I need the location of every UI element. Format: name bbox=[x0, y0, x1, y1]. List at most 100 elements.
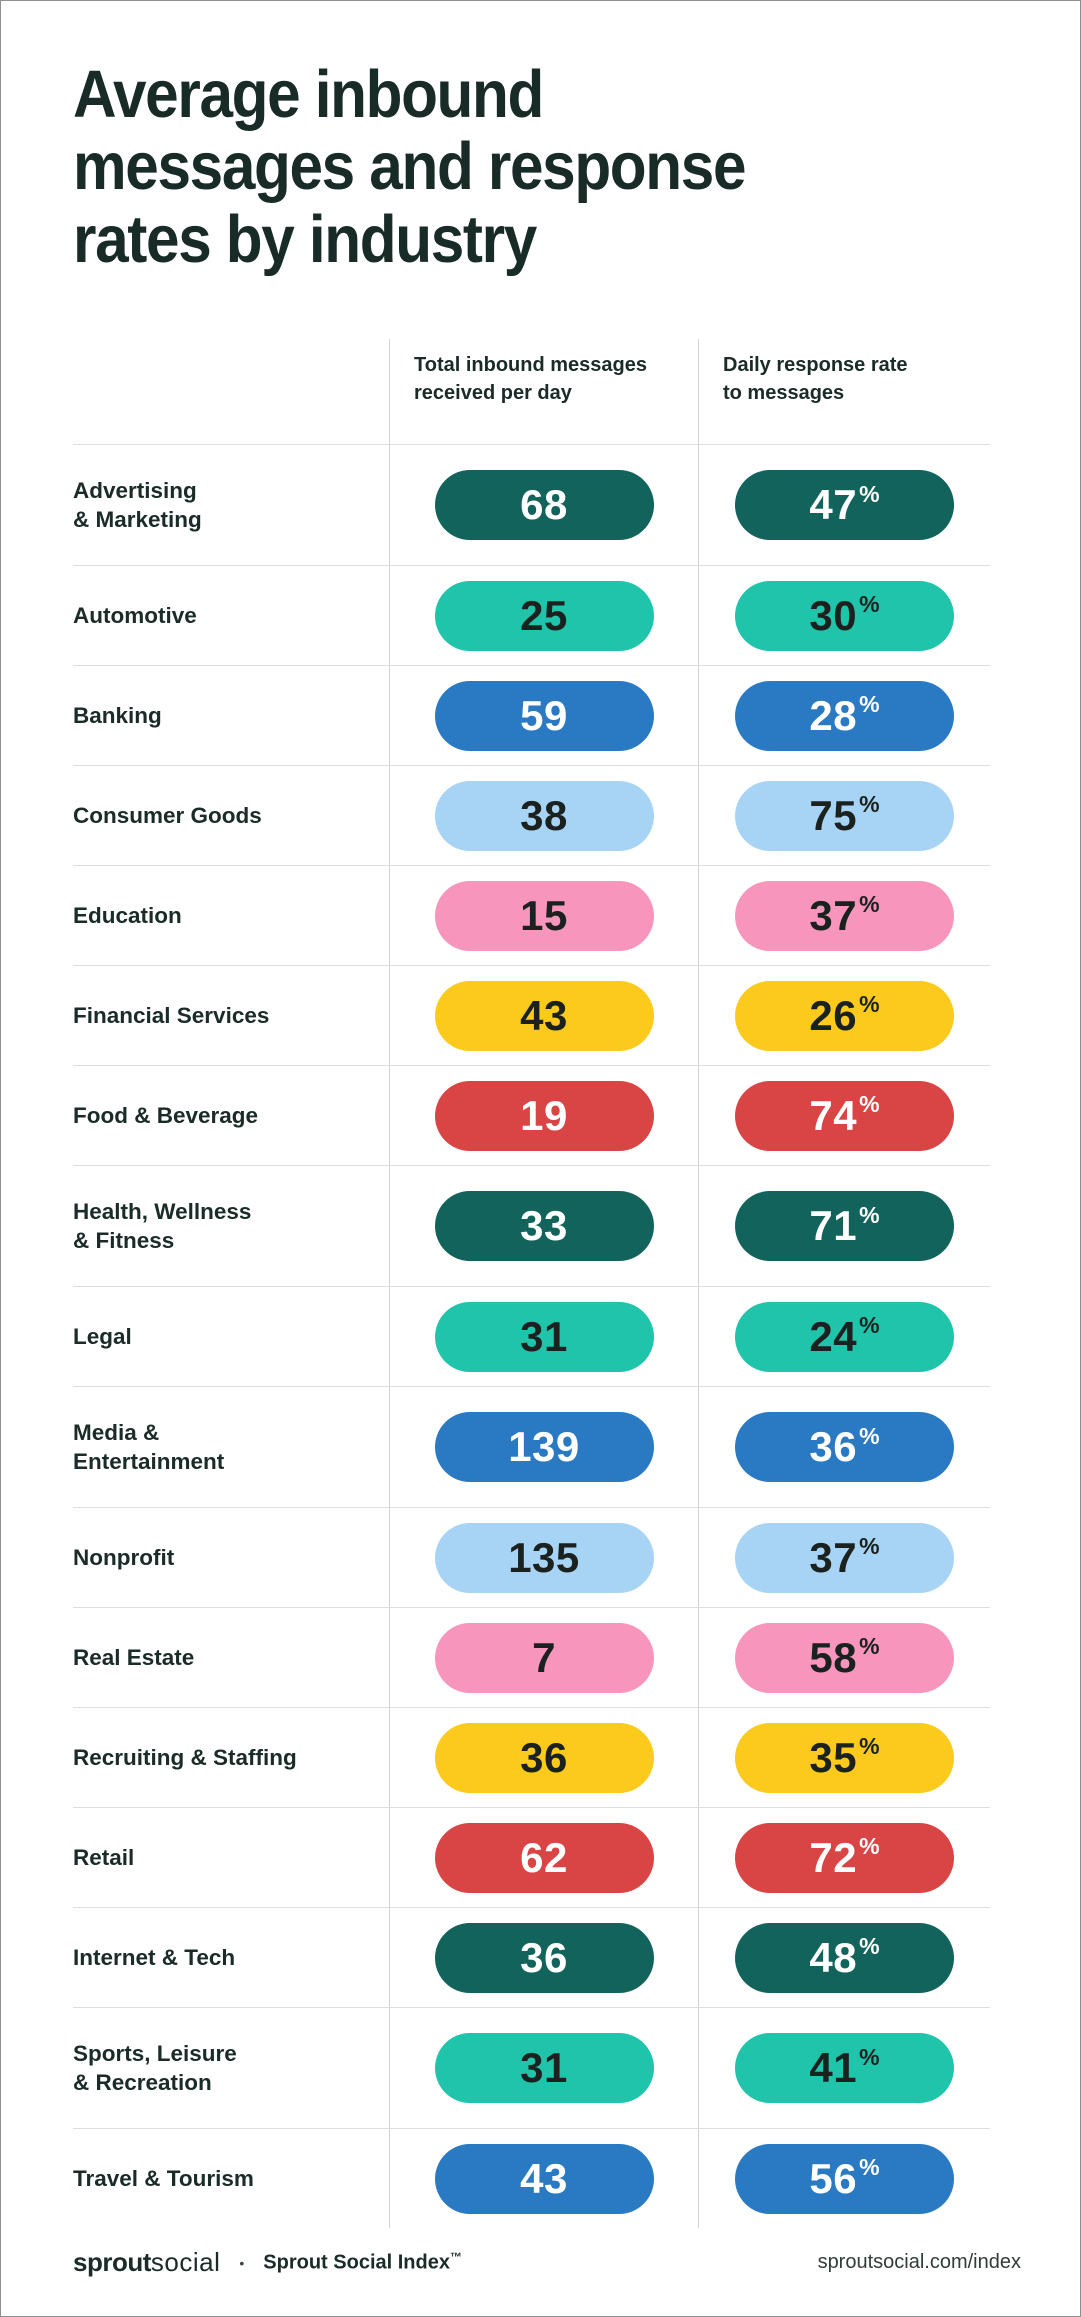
logo-text-sprout: sprout bbox=[73, 2247, 151, 2277]
inbound-cell: 43 bbox=[389, 966, 698, 1065]
response-rate-pill: 36% bbox=[735, 1412, 954, 1482]
percent-sign: % bbox=[859, 1312, 880, 1338]
response-rate-pill: 37% bbox=[735, 880, 954, 951]
response-rate-cell: 41% bbox=[698, 2008, 990, 2128]
table-row: Real Estate 7 58% bbox=[73, 1607, 990, 1707]
percent-sign: % bbox=[859, 591, 880, 617]
inbound-pill: 135 bbox=[434, 1522, 654, 1593]
response-rate-cell: 74% bbox=[698, 1066, 990, 1165]
response-rate-pill: 30% bbox=[735, 580, 954, 651]
response-rate-pill: 47% bbox=[735, 470, 954, 540]
industry-label: Health, Wellness & Fitness bbox=[73, 1198, 252, 1253]
percent-sign: % bbox=[859, 791, 880, 817]
inbound-pill: 59 bbox=[434, 680, 654, 751]
inbound-cell: 38 bbox=[389, 766, 698, 865]
response-rate-pill: 28% bbox=[735, 680, 954, 751]
response-rate-cell: 58% bbox=[698, 1608, 990, 1707]
response-rate-cell: 37% bbox=[698, 1508, 990, 1607]
table-row: Retail 62 72% bbox=[73, 1807, 990, 1907]
response-rate-value: 36 bbox=[809, 1423, 858, 1470]
inbound-pill: 68 bbox=[434, 470, 654, 540]
inbound-value: 36 bbox=[520, 1733, 568, 1781]
sproutsocial-logo: sproutsocial bbox=[73, 2247, 220, 2278]
industry-label: Internet & Tech bbox=[73, 1944, 236, 1970]
inbound-value: 38 bbox=[520, 791, 568, 839]
response-rate-pill: 24% bbox=[735, 1301, 954, 1372]
response-rate-pill: 72% bbox=[735, 1822, 954, 1893]
inbound-cell: 19 bbox=[389, 1066, 698, 1165]
response-rate-cell: 35% bbox=[698, 1708, 990, 1807]
inbound-pill: 139 bbox=[434, 1412, 654, 1482]
inbound-cell: 31 bbox=[389, 1287, 698, 1386]
response-rate-cell: 36% bbox=[698, 1387, 990, 1507]
table-row: Legal 31 24% bbox=[73, 1286, 990, 1386]
column-header-response-rate: Daily response rate to messages bbox=[698, 339, 990, 444]
trademark-symbol: ™ bbox=[449, 2250, 462, 2265]
table-row: Education 15 37% bbox=[73, 865, 990, 965]
inbound-pill: 43 bbox=[434, 2143, 654, 2214]
response-rate-value: 56 bbox=[809, 2154, 858, 2202]
inbound-value: 33 bbox=[520, 1202, 568, 1249]
inbound-value: 68 bbox=[520, 481, 568, 528]
industry-label: Automotive bbox=[73, 602, 197, 628]
inbound-value: 31 bbox=[520, 2044, 568, 2091]
industry-label: Food & Beverage bbox=[73, 1102, 259, 1128]
response-rate-value: 48 bbox=[809, 1933, 858, 1981]
inbound-pill: 31 bbox=[434, 2033, 654, 2103]
response-rate-value: 72 bbox=[809, 1833, 858, 1881]
response-rate-cell: 37% bbox=[698, 866, 990, 965]
table-body: Advertising & Marketing 68 47% Automotive 25… bbox=[73, 444, 990, 2228]
table-row: Automotive 25 30% bbox=[73, 565, 990, 665]
table-row: Travel & Tourism 43 56% bbox=[73, 2128, 990, 2228]
inbound-cell: 36 bbox=[389, 1908, 698, 2007]
percent-sign: % bbox=[859, 1422, 880, 1449]
response-rate-value: 47 bbox=[809, 481, 858, 528]
inbound-value: 7 bbox=[532, 1633, 556, 1681]
response-rate-value: 30 bbox=[809, 591, 858, 639]
response-rate-value: 26 bbox=[809, 991, 858, 1039]
industry-label: Financial Services bbox=[73, 1002, 270, 1028]
inbound-pill: 7 bbox=[434, 1622, 654, 1693]
footer-left: sproutsocial • Sprout Social Index™ bbox=[73, 2247, 462, 2278]
inbound-value: 43 bbox=[520, 2154, 568, 2202]
response-rate-value: 58 bbox=[809, 1633, 858, 1681]
response-rate-pill: 56% bbox=[735, 2143, 954, 2214]
percent-sign: % bbox=[859, 1091, 880, 1117]
inbound-pill: 36 bbox=[434, 1722, 654, 1793]
percent-sign: % bbox=[859, 1733, 880, 1759]
inbound-cell: 15 bbox=[389, 866, 698, 965]
inbound-pill: 15 bbox=[434, 880, 654, 951]
inbound-cell: 139 bbox=[389, 1387, 698, 1507]
inbound-value: 25 bbox=[520, 591, 568, 639]
response-rate-value: 41 bbox=[809, 2044, 858, 2091]
inbound-cell: 33 bbox=[389, 1166, 698, 1286]
response-rate-value: 37 bbox=[809, 1533, 858, 1581]
inbound-value: 62 bbox=[520, 1833, 568, 1881]
inbound-pill: 33 bbox=[434, 1191, 654, 1261]
response-rate-value: 37 bbox=[809, 891, 858, 939]
response-rate-pill: 26% bbox=[735, 980, 954, 1051]
response-rate-pill: 48% bbox=[735, 1922, 954, 1993]
response-rate-value: 35 bbox=[809, 1733, 858, 1781]
table-row: Consumer Goods 38 75% bbox=[73, 765, 990, 865]
table-row: Internet & Tech 36 48% bbox=[73, 1907, 990, 2007]
industry-label: Travel & Tourism bbox=[73, 2165, 254, 2191]
industry-label: Media & Entertainment bbox=[73, 1419, 225, 1474]
industry-label: Retail bbox=[73, 1844, 135, 1870]
response-rate-cell: 26% bbox=[698, 966, 990, 1065]
response-rate-cell: 48% bbox=[698, 1908, 990, 2007]
footer-url: sproutsocial.com/index bbox=[817, 2251, 1021, 2273]
response-rate-cell: 71% bbox=[698, 1166, 990, 1286]
percent-sign: % bbox=[859, 2043, 880, 2070]
logo-text-social: social bbox=[150, 2247, 221, 2277]
industry-label: Banking bbox=[73, 702, 162, 728]
industry-label: Advertising & Marketing bbox=[73, 477, 202, 532]
industry-label: Education bbox=[73, 902, 182, 928]
industry-label: Sports, Leisure & Recreation bbox=[73, 2040, 237, 2095]
industry-label: Nonprofit bbox=[73, 1544, 175, 1570]
inbound-cell: 62 bbox=[389, 1808, 698, 1907]
response-rate-value: 24 bbox=[809, 1312, 858, 1360]
table-row: Banking 59 28% bbox=[73, 665, 990, 765]
table-row: Nonprofit 135 37% bbox=[73, 1507, 990, 1607]
